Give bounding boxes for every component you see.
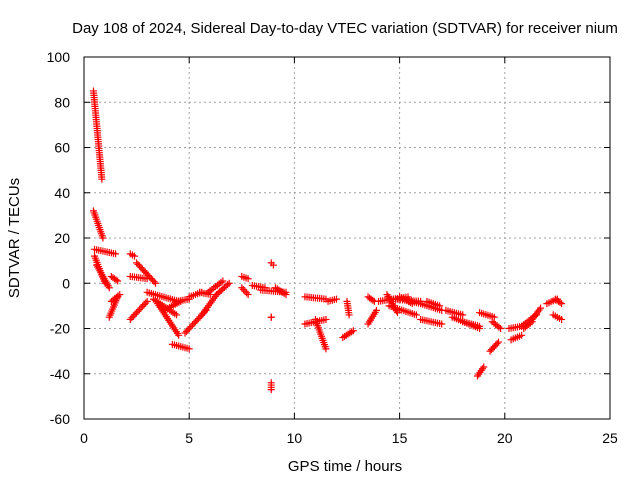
data-point	[137, 304, 145, 312]
x-tick-label: 5	[185, 430, 193, 446]
data-point	[490, 313, 498, 321]
data-point	[219, 277, 227, 285]
data-point	[185, 345, 193, 353]
data-point	[493, 340, 501, 348]
data-point	[175, 331, 183, 339]
data-point	[150, 278, 158, 286]
data-point	[129, 312, 137, 320]
data-point	[495, 323, 503, 331]
data-point	[243, 289, 251, 297]
data-point	[412, 311, 420, 319]
y-tick-label: 80	[54, 94, 70, 110]
data-point	[112, 250, 120, 258]
data-point	[244, 275, 252, 283]
data-point	[195, 314, 203, 322]
data-point	[556, 298, 564, 306]
data-point	[134, 307, 142, 315]
y-tick-label: -20	[50, 321, 70, 337]
data-point	[152, 279, 160, 287]
data-point	[369, 296, 377, 304]
y-axis-label: SDTVAR / TECUs	[6, 178, 23, 298]
data-point	[239, 285, 247, 293]
data-point	[322, 345, 330, 353]
data-point	[408, 300, 416, 308]
data-point	[126, 315, 134, 323]
data-point	[98, 175, 106, 183]
data-point	[345, 311, 353, 319]
data-point	[181, 329, 189, 337]
data-point	[372, 306, 380, 314]
data-point	[189, 321, 197, 329]
data-point	[494, 338, 502, 346]
data-point	[238, 284, 246, 292]
data-point	[99, 234, 107, 242]
data-point	[476, 322, 484, 330]
y-tick-label: -40	[50, 366, 70, 382]
x-tick-label: 25	[602, 430, 618, 446]
data-point	[267, 313, 275, 321]
y-tick-label: -60	[50, 411, 70, 427]
data-point	[436, 302, 444, 310]
data-point	[526, 319, 534, 327]
grid-lines	[84, 57, 610, 419]
y-tick-label: 20	[54, 230, 70, 246]
plot-frame	[83, 56, 611, 420]
data-point	[192, 318, 200, 326]
data-point	[112, 276, 120, 284]
x-axis-ticks: 0 5 10 15 20 25	[80, 57, 618, 446]
x-tick-label: 0	[80, 430, 88, 446]
data-point	[131, 311, 139, 319]
data-point	[193, 316, 201, 324]
data-point	[139, 302, 147, 310]
chart-title: Day 108 of 2024, Sidereal Day-to-day VTE…	[72, 20, 618, 37]
y-axis-ticks: -60 -40 -20 0 20 40 60 80 100	[47, 49, 610, 427]
data-point	[269, 261, 277, 269]
data-point	[135, 306, 143, 314]
data-point	[459, 311, 467, 319]
data-point	[480, 363, 488, 371]
data-point	[132, 309, 140, 317]
data-point	[184, 326, 192, 334]
data-point	[142, 299, 150, 307]
data-point	[518, 331, 526, 339]
data-point	[105, 284, 113, 292]
x-axis-label: GPS time / hours	[288, 458, 402, 475]
data-point	[116, 291, 124, 299]
data-point	[187, 323, 195, 331]
y-tick-label: 100	[47, 49, 71, 65]
y-tick-label: 0	[62, 275, 70, 291]
data-point	[128, 314, 136, 322]
data-point	[140, 301, 148, 309]
data-point	[537, 304, 545, 312]
y-tick-label: 40	[54, 185, 70, 201]
data-point	[267, 386, 275, 394]
data-point	[558, 300, 566, 308]
x-tick-label: 20	[497, 430, 513, 446]
data-point	[244, 291, 252, 299]
x-tick-label: 15	[392, 430, 408, 446]
data-point	[349, 327, 357, 335]
data-point	[130, 252, 138, 260]
data-point	[114, 277, 122, 285]
data-point	[114, 292, 122, 300]
data-point	[190, 319, 198, 327]
data-point	[224, 281, 232, 289]
data-point	[438, 320, 446, 328]
data-point	[332, 295, 340, 303]
data-point	[182, 327, 190, 335]
data-point	[225, 279, 233, 287]
data-point	[282, 291, 290, 299]
data-point	[143, 297, 151, 305]
y-tick-label: 60	[54, 140, 70, 156]
data-point	[322, 315, 330, 323]
data-point	[241, 287, 249, 295]
data-point	[497, 325, 505, 332]
x-tick-label: 10	[287, 430, 303, 446]
data-point	[186, 324, 194, 332]
data-points	[89, 87, 566, 394]
data-point	[558, 315, 566, 323]
data-point	[173, 311, 181, 319]
